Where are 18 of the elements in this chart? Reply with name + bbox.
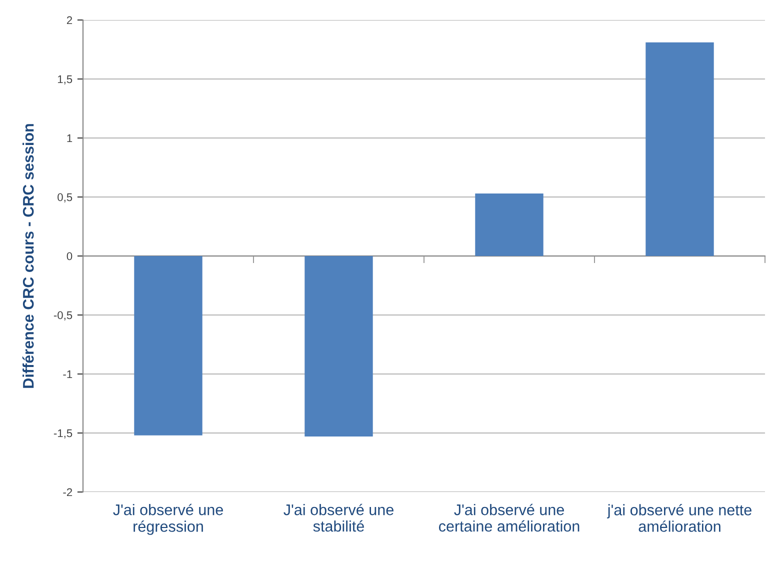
y-tick-label: -1,5 — [54, 429, 72, 438]
bar — [304, 256, 373, 437]
y-tick-label: -1 — [63, 370, 72, 378]
y-tick-label: 0 — [66, 252, 72, 260]
bar — [134, 256, 202, 436]
y-axis-title: Différence CRC cours - CRC session — [22, 124, 34, 388]
bar — [475, 193, 544, 256]
x-tick-label: J'ai observé une stabilité — [284, 504, 394, 532]
x-tick-label: J'ai observé une régression — [113, 504, 223, 535]
y-tick-label: 2 — [66, 16, 72, 24]
y-tick-label: 1,5 — [58, 75, 72, 84]
x-tick-label: J'ai observé une certaine amélioration — [438, 504, 580, 532]
x-tick-label: j'ai observé une nette amélioration — [607, 504, 752, 532]
y-tick-label: 0,5 — [58, 193, 72, 202]
bar — [646, 42, 714, 256]
y-tick-label: -2 — [63, 488, 72, 496]
y-tick-label: 1 — [67, 134, 72, 142]
y-tick-label: -0,5 — [54, 311, 72, 320]
